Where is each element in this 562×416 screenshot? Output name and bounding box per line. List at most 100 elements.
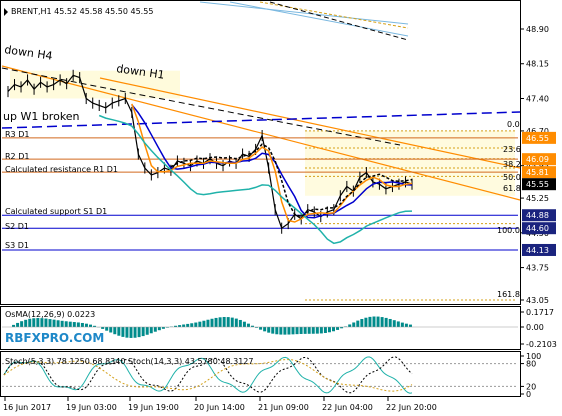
osma-bar — [364, 317, 368, 327]
osma-bar — [153, 327, 157, 332]
price-tag-box — [522, 178, 556, 191]
axis-labels: 48.9048.1547.4046.7045.9545.2544.5043.75… — [3, 25, 557, 412]
price-tag-box — [522, 243, 556, 256]
osma-bar — [129, 327, 133, 338]
osma-bar — [93, 325, 97, 327]
osma-bar — [210, 318, 214, 327]
osma-bar — [80, 322, 84, 327]
osma-bar — [60, 320, 64, 327]
time-tick-label: 19 Jun 19:00 — [128, 403, 179, 412]
indicator-lines — [98, 103, 413, 245]
osma-tick-label: -0.2103 — [526, 340, 557, 349]
osma-bar — [133, 327, 137, 338]
osma-bar — [352, 322, 356, 327]
level-label-s1: Calculated support S1 D1 — [5, 207, 107, 216]
osma-bar — [396, 321, 400, 327]
osma-bar — [263, 327, 267, 332]
osma-bar — [388, 318, 392, 327]
level-label-r3: R3 D1 — [5, 130, 29, 139]
level-label-r2: R2 D1 — [5, 152, 29, 161]
osma-bar — [275, 327, 279, 335]
time-tick-label: 21 Jun 09:00 — [258, 403, 309, 412]
osma-bar — [117, 327, 121, 336]
osma-tick-label: 0.1717 — [526, 308, 554, 317]
fib-label-23: 23.6 — [503, 145, 521, 154]
trend-line-w1 — [1, 111, 521, 129]
osma-bar — [157, 327, 161, 331]
trend-lines — [1, 1, 521, 201]
osma-bar — [259, 327, 263, 330]
channel-line-2 — [229, 1, 409, 37]
stoch-panel — [0, 351, 521, 397]
osma-bar — [332, 327, 335, 332]
price-tag-label: 46.55 — [526, 134, 549, 143]
fib-label-38: 38.2 — [503, 160, 521, 169]
osma-bar — [113, 327, 117, 335]
osma-bar — [234, 318, 238, 327]
stoch-tick-label: 0 — [526, 390, 531, 399]
fib-label-100: 100.0 — [497, 226, 520, 235]
ma-cyan-line — [98, 114, 413, 245]
osma-bar — [72, 322, 76, 327]
osma-bar — [161, 327, 165, 329]
time-tick-label: 22 Jun 04:00 — [322, 403, 373, 412]
osma-bar — [368, 316, 372, 327]
osma-bar — [194, 322, 198, 327]
osma-bar — [372, 316, 376, 327]
osma-bar — [226, 317, 230, 327]
osma-bar — [36, 318, 40, 327]
osma-bar — [105, 327, 109, 331]
stoch-tick-label: 80 — [526, 360, 536, 369]
osma-bar — [178, 325, 182, 327]
price-tick-label: 43.05 — [526, 296, 549, 305]
osma-bar — [109, 327, 113, 333]
osma-bar — [303, 327, 307, 334]
osma-title: OsMA(12,26,9) 0.0223 — [5, 310, 95, 319]
level-label-r1: Calculated resistance R1 D1 — [5, 165, 118, 174]
brand-watermark: RBFXPRO.COM — [5, 331, 104, 345]
osma-bar — [400, 322, 404, 327]
osma-bar — [44, 318, 48, 327]
osma-bar — [384, 317, 388, 327]
osma-bar — [376, 316, 380, 327]
osma-bar — [141, 327, 145, 337]
header-triangle-icon — [4, 8, 8, 16]
stoch-long-line — [3, 359, 413, 392]
osma-bar — [186, 323, 190, 327]
osma-bar — [28, 318, 32, 327]
osma-bar — [137, 327, 141, 338]
price-tag-label: 44.60 — [526, 224, 549, 233]
osma-bar — [230, 317, 234, 327]
stoch-tick-label: 20 — [526, 382, 536, 391]
osma-bar — [20, 321, 24, 327]
osma-bar — [251, 325, 254, 327]
stoch-title: Stoch(5,3,3) 78.1250 68.8340 Stoch(14,3,… — [5, 357, 253, 366]
osma-bar — [165, 327, 169, 328]
ma-blue-line — [131, 104, 413, 219]
osma-bar — [348, 324, 352, 327]
fib-label-61: 61.8 — [503, 184, 521, 193]
fib-label-0: 0.0 — [507, 120, 520, 129]
osma-bar — [271, 327, 275, 334]
osma-bar — [145, 327, 149, 335]
osma-bar — [340, 327, 344, 329]
osma-bar — [242, 321, 246, 327]
osma-bar — [68, 321, 72, 327]
osma-bar — [190, 323, 194, 327]
osma-bar — [198, 321, 202, 327]
osma-bar — [408, 324, 412, 327]
osma-bar — [311, 327, 315, 334]
osma-bar — [222, 316, 226, 327]
osma-histogram — [2, 316, 518, 338]
osma-bar — [246, 323, 250, 327]
osma-bar — [24, 319, 28, 327]
price-tick-label: 48.90 — [526, 25, 549, 34]
osma-bar — [336, 327, 340, 330]
ma-orange-line — [131, 103, 413, 223]
price-series — [7, 69, 413, 234]
price-tag-label: 44.13 — [526, 246, 549, 255]
time-tick-label: 22 Jun 20:00 — [386, 403, 437, 412]
stoch-tick-label: 100 — [526, 352, 541, 361]
price-tag-label: 45.81 — [526, 168, 549, 177]
osma-bar — [356, 320, 360, 327]
